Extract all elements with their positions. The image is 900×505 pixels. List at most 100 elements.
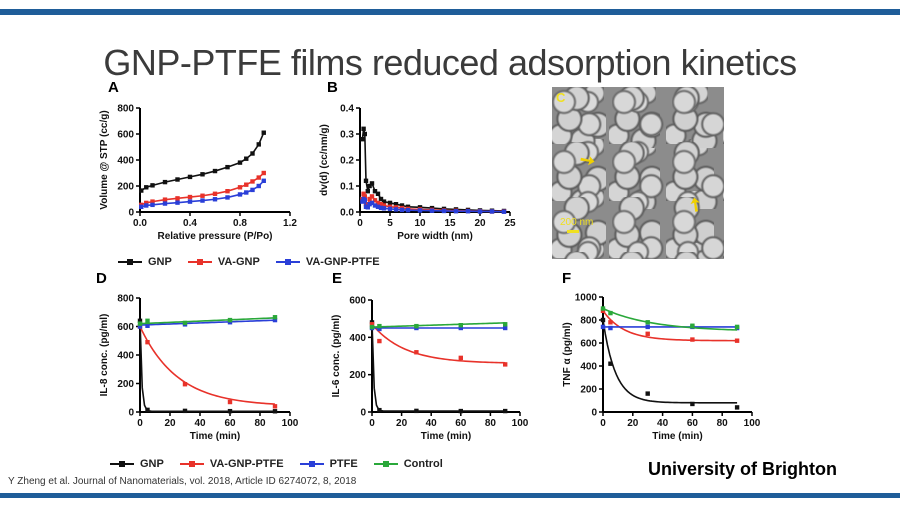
panel-e-series-ptfe-point	[458, 325, 463, 331]
panel-a-series-va-gnp-ptfe-point	[200, 198, 205, 203]
panel-b-series-va-gnp-ptfe-point	[441, 208, 447, 214]
panel-label-b: B	[327, 79, 338, 96]
panel-d-series-control-point	[137, 321, 143, 326]
panel-e-y-tick-label: 200	[349, 370, 366, 381]
panel-e-series-gnp-point	[377, 407, 382, 413]
panel-b-series-va-gnp-point	[375, 200, 381, 206]
panel-e-series-va-gnp-ptfe-line	[371, 323, 506, 364]
panel-d-series-ptfe-line	[139, 319, 276, 326]
panel-a-series-va-gnp-point	[175, 196, 180, 201]
panel-b-x-tick-label: 20	[474, 218, 486, 229]
panel-f-series-control-point	[608, 310, 613, 316]
panel-a-series-gnp-point	[212, 168, 218, 174]
panel-a-series-gnp-point	[261, 130, 266, 135]
panel-f-x-tick-label: 40	[657, 418, 669, 429]
panel-f-x-tick-label: 0	[600, 418, 606, 429]
legend-swatch	[118, 257, 142, 267]
panel-b-series-va-gnp-ptfe-point	[465, 209, 471, 214]
panel-a-series-va-gnp-ptfe-point	[187, 199, 193, 204]
panel-b-series-gnp-point	[387, 200, 393, 206]
panel-f-series-va-gnp-ptfe-point	[645, 331, 650, 336]
legend-swatch	[179, 459, 204, 469]
panel-b-series-va-gnp-ptfe-point	[369, 200, 375, 206]
bottom-accent-bar	[0, 493, 900, 498]
panel-b-series-va-gnp-ptfe-point	[429, 208, 435, 213]
panel-b-series-gnp-point	[367, 183, 372, 189]
panel-b-series-va-gnp-ptfe-point	[372, 203, 378, 208]
legend-label: GNP	[140, 458, 164, 470]
panel-f-series-control-point	[734, 324, 740, 330]
panel-b-series-gnp-line	[361, 128, 505, 212]
panel-d-series-control-point	[272, 315, 278, 320]
panel-f-y-tick-label: 600	[580, 339, 597, 350]
panel-a-x-tick-label: 0.4	[183, 218, 197, 229]
panel-f-series-ptfe-point	[608, 325, 613, 331]
panel-d-series-ptfe-point	[145, 323, 150, 328]
panel-label-d: D	[96, 270, 107, 287]
panel-a-series-va-gnp-ptfe-point	[261, 178, 266, 183]
panel-f-y-tick-label: 1000	[575, 293, 598, 304]
panel-b-series-gnp-point	[399, 203, 405, 208]
panel-a-series-va-gnp-point	[250, 179, 255, 184]
panel-a-series-va-gnp-point	[237, 185, 243, 190]
panel-d-x-tick-label: 60	[224, 418, 236, 429]
panel-d-x-axis-label: Time (min)	[190, 431, 240, 442]
legend-swatch	[299, 459, 324, 469]
panel-a-series-gnp-point	[144, 185, 149, 190]
panel-b-series-va-gnp-ptfe-point	[367, 202, 372, 207]
panel-a-series-va-gnp-ptfe-point	[237, 192, 243, 197]
panel-d-y-tick-label: 0	[128, 408, 134, 419]
panel-f-series-gnp-point	[600, 317, 606, 323]
legend-swatch	[110, 459, 134, 469]
panel-a-series-va-gnp-point	[162, 197, 168, 202]
panel-d-series-control-point	[227, 317, 233, 323]
sem-scale-bar	[567, 230, 579, 233]
panel-b-x-axis-label: Pore width (nm)	[397, 231, 473, 242]
panel-d-y-tick-label: 200	[117, 379, 134, 390]
panel-b-x-tick-label: 25	[504, 218, 516, 229]
panel-f-x-tick-label: 80	[717, 418, 729, 429]
panel-f-series-va-gnp-ptfe-line	[602, 310, 738, 342]
panel-b-series-gnp-point	[378, 196, 384, 202]
panel-b-series-va-gnp-point	[378, 202, 384, 207]
panel-e-x-tick-label: 100	[512, 418, 529, 429]
panel-b-y-axis-label: dv(d) (cc/nm/g)	[319, 124, 330, 196]
legend-def-entry: PTFE	[299, 458, 358, 470]
panel-b-series-va-gnp-ptfe-point	[375, 204, 381, 209]
panel-d-series-gnp-point	[272, 409, 278, 414]
panel-f-series-gnp-point	[608, 361, 613, 366]
sem-micrograph	[552, 87, 724, 259]
panel-b-series-gnp-point	[369, 181, 375, 186]
panel-d-series-gnp-point	[182, 408, 188, 414]
panel-b-series-va-gnp-point	[367, 196, 372, 202]
legend-abc-entry: VA-GNP-PTFE	[275, 256, 380, 268]
panel-a-series-va-gnp-ptfe-point	[175, 200, 180, 205]
panel-b-series-va-gnp-point	[369, 194, 375, 199]
legend-abc-entry: GNP	[118, 256, 172, 268]
sem-scale-label: 200 nm	[560, 217, 594, 228]
panel-a-series-gnp-point	[244, 156, 249, 161]
panel-a-series-va-gnp-ptfe-point	[212, 197, 218, 202]
panel-e-x-tick-label: 80	[485, 418, 497, 429]
panel-b-series-gnp-point	[361, 126, 366, 131]
legend-label: GNP	[148, 256, 172, 268]
panel-e-x-tick-label: 40	[426, 418, 438, 429]
panel-b-series-gnp-point	[372, 189, 378, 194]
panel-b-series-va-gnp-ptfe-point	[453, 209, 459, 214]
panel-e-y-tick-label: 600	[349, 296, 366, 307]
panel-f-series-ptfe-point	[645, 324, 650, 330]
panel-b-y-tick-label: 0.2	[340, 156, 354, 167]
panel-e-x-tick-label: 0	[369, 418, 375, 429]
panel-label-e: E	[332, 270, 342, 287]
legend-def-entry: VA-GNP-PTFE	[179, 458, 284, 470]
panel-a-series-gnp-point	[250, 151, 255, 156]
legend-def-entry: GNP	[110, 458, 164, 470]
panel-a-series-va-gnp-point	[200, 193, 205, 198]
panel-a-series-va-gnp-point	[150, 199, 155, 204]
panel-d-x-tick-label: 40	[194, 418, 206, 429]
panel-f-x-tick-label: 100	[744, 418, 761, 429]
panel-d-series-control-line	[139, 317, 276, 325]
panel-d-series-gnp-line	[139, 320, 275, 413]
panel-f-series-gnp-point	[690, 401, 695, 407]
panel-a-y-axis-label: Volume @ STP (cc/g)	[99, 110, 110, 209]
